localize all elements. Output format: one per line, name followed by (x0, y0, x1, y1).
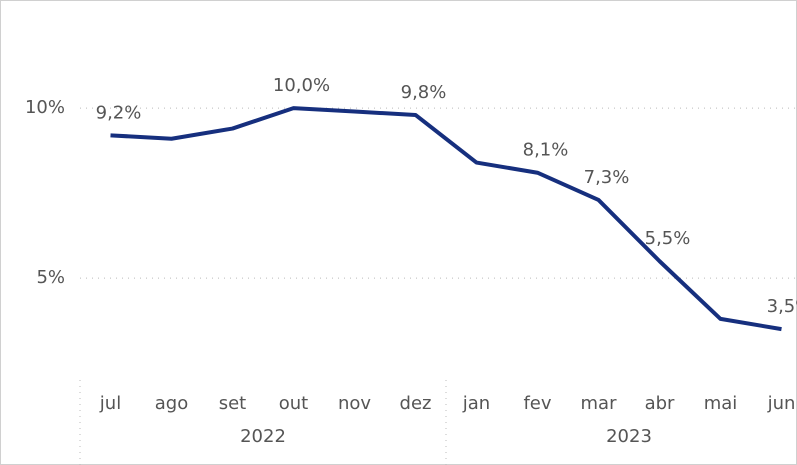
data-label: 9,8% (401, 82, 447, 103)
data-label: 10,0% (273, 75, 330, 96)
x-tick-label: fev (523, 393, 551, 414)
x-tick-label: nov (338, 393, 371, 414)
x-tick-label: abr (645, 393, 675, 414)
x-tick-label: dez (400, 393, 432, 414)
x-tick-label: mai (704, 393, 738, 414)
x-tick-label: mar (581, 393, 618, 414)
x-tick-label: out (279, 393, 308, 414)
x-tick-label: jun (767, 393, 796, 414)
x-tick-label: jul (99, 393, 121, 414)
x-group-label: 2023 (606, 426, 652, 447)
data-label: 7,3% (584, 167, 630, 188)
x-group-label: 2022 (240, 426, 286, 447)
x-tick-label: ago (155, 393, 188, 414)
y-tick-label: 10% (25, 97, 65, 118)
x-tick-label: jan (462, 393, 490, 414)
data-label: 5,5% (645, 228, 691, 249)
data-label: 9,2% (96, 102, 142, 123)
x-tick-label: set (219, 393, 247, 414)
line (110, 106, 782, 332)
data-label: 8,1% (523, 140, 569, 161)
data-label: 3,5% (767, 296, 797, 317)
y-tick-label: 5% (36, 267, 65, 288)
